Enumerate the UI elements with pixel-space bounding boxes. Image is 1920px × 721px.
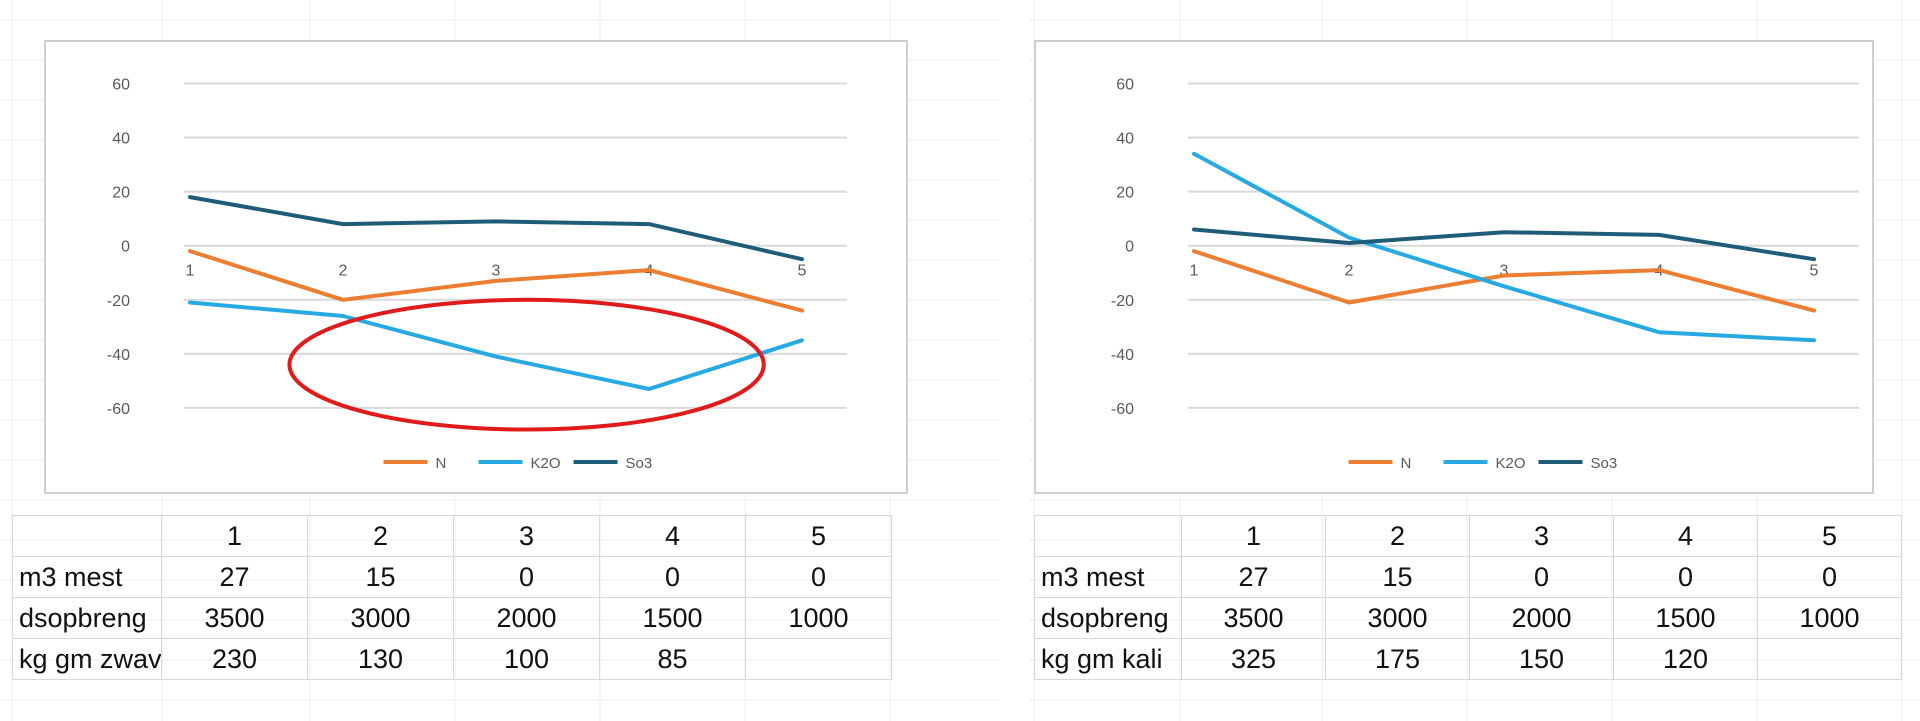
x-tick-label: 5 — [798, 263, 807, 280]
table-cell[interactable]: 27 — [1181, 556, 1326, 598]
table-row: m3 mest 27 15 0 0 0 — [1034, 556, 1902, 598]
table-cell[interactable]: 15 — [1325, 556, 1470, 598]
y-tick-label: 0 — [121, 239, 130, 256]
spreadsheet-right: -60 -40 -20 0 20 40 60 1 2 3 4 5 N K2O So3 1 2 3 4 5 m3 mes… — [1030, 0, 1920, 721]
column-header-cell[interactable]: 4 — [599, 515, 746, 557]
series-line-n — [188, 249, 804, 313]
data-table-left: 1 2 3 4 5 m3 mest 27 15 0 0 0 dsopbreng 3500 3000 2000… — [12, 515, 892, 680]
table-cell[interactable]: 120 — [1613, 638, 1758, 680]
row-label-cell[interactable]: dsopbreng — [1034, 597, 1182, 639]
column-header-cell[interactable]: 3 — [1469, 515, 1614, 557]
y-tick-label: 20 — [1116, 185, 1134, 202]
column-header-cell[interactable]: 5 — [1757, 515, 1902, 557]
column-header-cell[interactable]: 5 — [745, 515, 892, 557]
row-label-cell[interactable]: dsopbreng — [12, 597, 162, 639]
highlight-ellipse — [287, 297, 766, 432]
y-tick-label: 20 — [112, 185, 130, 202]
table-cell[interactable]: 1500 — [599, 597, 746, 639]
table-cell[interactable] — [1757, 638, 1902, 680]
table-cell[interactable]: 85 — [599, 638, 746, 680]
x-tick-label: 5 — [1810, 263, 1819, 280]
x-tick-label: 2 — [1345, 263, 1354, 280]
row-label-cell[interactable]: m3 mest — [12, 556, 162, 598]
table-cell[interactable]: 325 — [1181, 638, 1326, 680]
y-tick-label: 60 — [112, 77, 130, 94]
table-cell[interactable]: 0 — [1613, 556, 1758, 598]
table-cell[interactable]: 15 — [307, 556, 454, 598]
y-tick-label: -60 — [1111, 401, 1134, 418]
table-cell[interactable]: 0 — [745, 556, 892, 598]
column-header-cell[interactable]: 1 — [1181, 515, 1326, 557]
column-header-cell[interactable]: 2 — [307, 515, 454, 557]
table-cell[interactable]: 3000 — [1325, 597, 1470, 639]
x-tick-label: 3 — [1500, 263, 1509, 280]
table-cell[interactable]: 1500 — [1613, 597, 1758, 639]
x-tick-label: 3 — [492, 263, 501, 280]
row-label-cell[interactable]: kg gm kali — [1034, 638, 1182, 680]
legend-label: So3 — [1591, 455, 1618, 472]
table-cell[interactable]: 0 — [1757, 556, 1902, 598]
table-cell[interactable]: 3000 — [307, 597, 454, 639]
table-row: m3 mest 27 15 0 0 0 — [12, 556, 892, 598]
series-line-n — [1192, 249, 1816, 313]
table-row: dsopbreng 3500 3000 2000 1500 1000 — [12, 597, 892, 639]
table-cell[interactable]: 27 — [161, 556, 308, 598]
y-tick-label: 40 — [112, 131, 130, 148]
table-cell[interactable]: 0 — [453, 556, 600, 598]
y-tick-label: -20 — [107, 293, 130, 310]
series-line-so3 — [1192, 227, 1816, 262]
table-cell[interactable]: 1000 — [745, 597, 892, 639]
table-cell[interactable]: 0 — [1469, 556, 1614, 598]
table-cell[interactable]: 3500 — [161, 597, 308, 639]
table-cell[interactable]: 2000 — [453, 597, 600, 639]
x-tick-label: 2 — [339, 263, 348, 280]
column-header-cell[interactable]: 3 — [453, 515, 600, 557]
table-cell[interactable]: 2000 — [1469, 597, 1614, 639]
table-cell[interactable]: 1000 — [1757, 597, 1902, 639]
y-tick-label: 0 — [1125, 239, 1134, 256]
y-tick-label: -40 — [1111, 347, 1134, 364]
row-label-cell[interactable]: m3 mest — [1034, 556, 1182, 598]
legend-label: K2O — [1496, 455, 1526, 472]
table-cell[interactable]: 3500 — [1181, 597, 1326, 639]
line-chart-right[interactable]: -60 -40 -20 0 20 40 60 1 2 3 4 5 N K2O So3 — [1034, 40, 1874, 494]
y-tick-label: 40 — [1116, 131, 1134, 148]
legend-label: So3 — [626, 455, 653, 472]
table-cell[interactable]: 100 — [453, 638, 600, 680]
table-corner-cell[interactable] — [12, 515, 162, 557]
column-header-cell[interactable]: 4 — [1613, 515, 1758, 557]
y-tick-label: 60 — [1116, 77, 1134, 94]
column-header-cell[interactable]: 2 — [1325, 515, 1470, 557]
y-tick-label: -20 — [1111, 293, 1134, 310]
x-tick-label: 1 — [186, 263, 195, 280]
legend-label: N — [1401, 455, 1412, 472]
series-line-so3 — [188, 195, 804, 262]
data-table-right: 1 2 3 4 5 m3 mest 27 15 0 0 0 dsopbreng 3500 3000 2000… — [1034, 515, 1902, 680]
spreadsheet-left: -60 -40 -20 0 20 40 60 1 2 3 4 5 N K2O So3 1 2 3 4 5 m3 mes… — [0, 0, 1000, 721]
table-cell[interactable]: 130 — [307, 638, 454, 680]
column-header-cell[interactable]: 1 — [161, 515, 308, 557]
table-cell[interactable]: 175 — [1325, 638, 1470, 680]
line-chart-left[interactable]: -60 -40 -20 0 20 40 60 1 2 3 4 5 N K2O So3 — [44, 40, 908, 494]
table-row: kg gm zwav 230 130 100 85 — [12, 638, 892, 680]
y-tick-label: -40 — [107, 347, 130, 364]
series-line-k2o — [188, 300, 804, 391]
table-cell[interactable]: 0 — [599, 556, 746, 598]
table-cell[interactable]: 230 — [161, 638, 308, 680]
table-row: kg gm kali 325 175 150 120 — [1034, 638, 1902, 680]
legend-label: K2O — [531, 455, 561, 472]
y-tick-label: -60 — [107, 401, 130, 418]
table-row: dsopbreng 3500 3000 2000 1500 1000 — [1034, 597, 1902, 639]
table-corner-cell[interactable] — [1034, 515, 1182, 557]
row-label-cell[interactable]: kg gm zwav — [12, 638, 162, 680]
legend-label: N — [436, 455, 447, 472]
series-line-k2o — [1192, 151, 1816, 343]
table-cell[interactable] — [745, 638, 892, 680]
x-tick-label: 1 — [1190, 263, 1199, 280]
table-cell[interactable]: 150 — [1469, 638, 1614, 680]
